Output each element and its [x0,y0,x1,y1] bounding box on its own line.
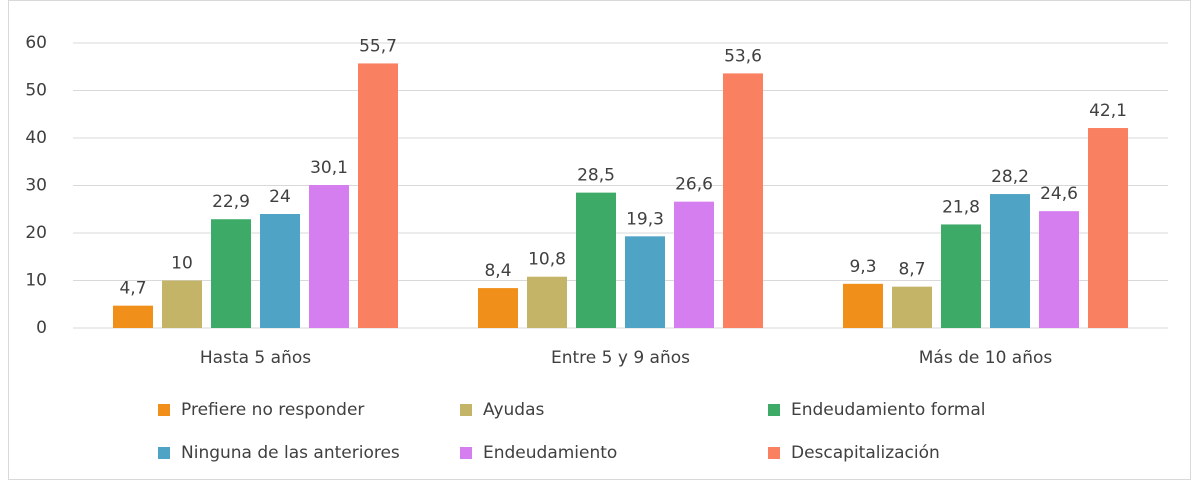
legend-label: Endeudamiento formal [791,400,986,420]
data-label: 30,1 [310,158,348,178]
bar [625,236,665,328]
x-tick-label: Entre 5 y 9 años [551,348,690,368]
data-label: 55,7 [359,36,397,56]
legend-label: Descapitalización [791,443,940,463]
bar [309,185,349,328]
data-label: 10,8 [528,250,566,270]
y-tick-label: 20 [25,223,47,243]
bar [843,283,883,328]
data-label: 24 [269,187,291,207]
data-label: 26,6 [675,175,713,195]
legend-swatch [768,404,780,416]
bar [478,288,518,328]
bar [1039,211,1079,328]
legend-swatch [158,447,170,459]
data-label: 28,5 [577,166,615,186]
data-label: 21,8 [942,197,980,217]
bar [576,192,616,328]
data-label: 19,3 [626,209,664,229]
y-tick-label: 30 [25,176,47,196]
legend-label: Prefiere no responder [181,400,364,420]
bar [892,286,932,328]
bar [527,276,567,328]
bar [941,224,981,328]
bar [260,214,300,328]
data-label: 8,7 [898,260,925,280]
x-tick-label: Más de 10 años [919,348,1053,368]
data-label: 24,6 [1040,184,1078,204]
legend-swatch [460,447,472,459]
y-tick-label: 0 [36,318,47,338]
data-label: 8,4 [484,261,511,281]
legend-label: Ninguna de las anteriores [181,443,400,463]
legend-label: Ayudas [483,400,545,420]
x-tick-label: Hasta 5 años [200,348,311,368]
data-label: 9,3 [849,257,876,277]
legend-swatch [768,447,780,459]
bar [674,201,714,328]
bar [723,73,763,329]
y-tick-label: 50 [25,81,47,101]
data-label: 22,9 [212,192,250,212]
bar [162,280,202,328]
bar [358,63,398,329]
data-label: 28,2 [991,167,1029,187]
data-label: 42,1 [1089,101,1127,121]
data-label: 53,6 [724,46,762,66]
bar [211,219,251,328]
legend-label: Endeudamiento [483,443,617,463]
y-tick-label: 10 [25,271,47,291]
bar [1088,128,1128,328]
y-tick-label: 40 [25,128,47,148]
data-label: 4,7 [119,279,146,299]
y-tick-label: 60 [25,33,47,53]
bar [113,305,153,328]
legend-swatch [158,404,170,416]
data-label: 10 [171,254,193,274]
bar [990,194,1030,328]
legend-swatch [460,404,472,416]
